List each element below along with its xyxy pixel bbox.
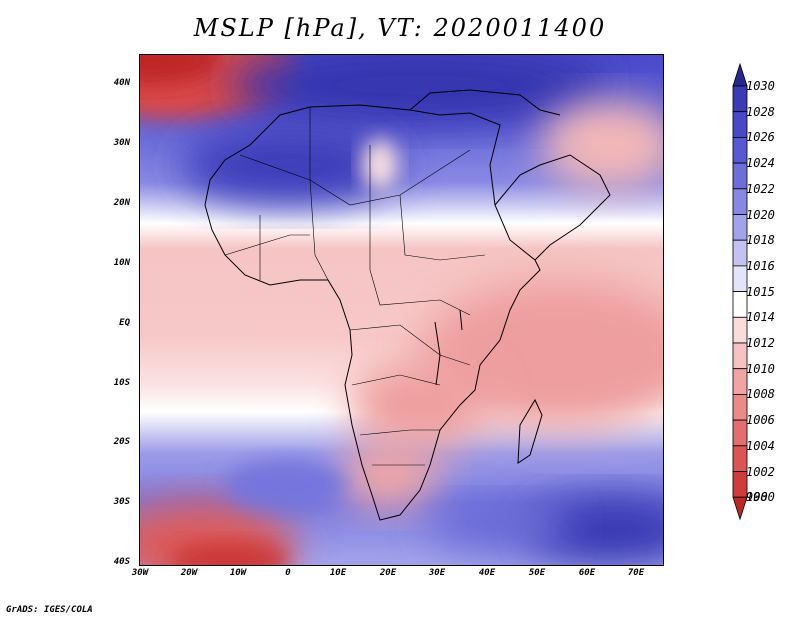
colorbar-swatch — [732, 393, 748, 421]
colorbar-swatch — [732, 137, 748, 164]
country-borders — [224, 107, 486, 466]
colorbar — [730, 63, 800, 563]
colorbar-level-label: 1018 — [746, 233, 775, 248]
colorbar-level-label: 1022 — [746, 181, 775, 196]
colorbar-swatch — [732, 419, 748, 447]
pressure-anomalies — [140, 55, 663, 565]
x-tick-label: 40E — [478, 568, 496, 578]
colorbar-swatch — [732, 445, 748, 472]
colorbar-level-label: 1004 — [746, 438, 775, 453]
y-tick-label: 20S — [113, 437, 130, 447]
x-tick-label: 10E — [329, 568, 347, 578]
colorbar-level-label: 1014 — [746, 310, 775, 325]
colorbar-level-label: 1002 — [746, 464, 775, 479]
y-tick-label: 30N — [113, 138, 130, 148]
grads-credit: GrADS: IGES/COLA — [6, 605, 93, 615]
x-tick-label: 0 — [285, 568, 291, 578]
y-tick-label: 10S — [113, 378, 130, 388]
colorbar-swatch — [732, 85, 748, 113]
pressure-map — [139, 54, 664, 566]
x-tick-label: 10W — [229, 568, 247, 578]
colorbar-swatch — [732, 368, 748, 395]
colorbar-level-label: 1028 — [746, 104, 775, 119]
colorbar-swatch — [732, 291, 748, 318]
x-tick-label: 30E — [428, 568, 446, 578]
colorbar-level-label: 1030 — [746, 79, 775, 93]
colorbar-level-label: 1006 — [746, 413, 775, 428]
x-tick-label: 20W — [180, 568, 198, 578]
colorbar-swatch — [732, 342, 748, 370]
colorbar-swatch — [732, 162, 748, 190]
x-tick-label: 30W — [131, 568, 149, 578]
x-tick-label: 20E — [379, 568, 397, 578]
map-title: MSLP [hPa], VT: 2020011400 — [193, 14, 607, 42]
colorbar-level-label: 1008 — [746, 387, 775, 402]
colorbar-level-label: 998 — [746, 490, 768, 505]
colorbar-level-label: 1024 — [746, 156, 775, 171]
colorbar-top-arrow — [732, 63, 748, 87]
colorbar-swatch — [732, 316, 748, 344]
y-tick-label: EQ — [119, 318, 130, 328]
y-tick-label: 10N — [113, 258, 130, 268]
y-tick-label: 40S — [113, 557, 130, 567]
colorbar-level-label: 1026 — [746, 130, 775, 145]
coastlines — [204, 89, 611, 521]
colorbar-level-label: 1020 — [746, 207, 775, 222]
x-tick-label: 60E — [578, 568, 596, 578]
x-tick-label: 50E — [528, 568, 546, 578]
colorbar-swatch — [732, 239, 748, 267]
colorbar-level-label: 1000 — [746, 490, 775, 505]
colorbar-bottom-arrow — [732, 496, 748, 521]
x-tick-label: 70E — [627, 568, 645, 578]
y-tick-label: 20N — [113, 198, 130, 208]
colorbar-level-label: 1015 — [746, 284, 775, 299]
colorbar-swatch — [732, 188, 748, 215]
colorbar-level-label: 1012 — [746, 336, 775, 350]
colorbar-swatch — [732, 111, 748, 138]
colorbar-swatch — [732, 214, 748, 241]
colorbar-level-label: 1010 — [746, 361, 775, 376]
colorbar-swatch — [732, 265, 748, 292]
colorbar-level-label: 1016 — [746, 258, 775, 273]
y-tick-label: 30S — [113, 497, 130, 507]
y-tick-label: 40N — [113, 78, 130, 88]
colorbar-swatch — [732, 471, 748, 498]
